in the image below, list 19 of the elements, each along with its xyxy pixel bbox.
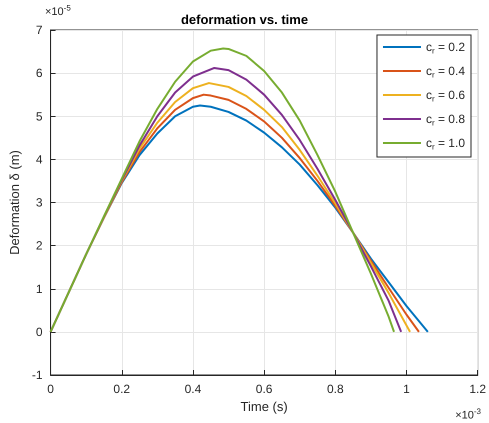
y-tick-label: 7 [36, 23, 43, 37]
x-tick-label: 0 [47, 382, 54, 396]
x-tick-label: 0.8 [326, 382, 344, 396]
y-tick-label: 6 [36, 66, 43, 80]
x-tick-label: 0.6 [256, 382, 273, 396]
x-tick-label: 0.4 [184, 382, 202, 396]
y-axis-title: Deformation δ (m) [7, 150, 22, 255]
y-tick-label: 3 [36, 196, 43, 210]
x-axis-title: Time (s) [240, 398, 288, 414]
x-tick-label: 0.2 [113, 382, 130, 396]
y-tick-label: -1 [32, 368, 43, 382]
y-tick-label: 2 [36, 238, 43, 253]
y-tick-label: 1 [36, 282, 43, 296]
y-tick-label: 5 [36, 109, 43, 124]
y-tick-label: 4 [36, 152, 43, 166]
chart-title: deformation vs. time [180, 12, 308, 27]
x-tick-label: 1.2 [469, 382, 486, 396]
y-tick-label: 0 [36, 324, 43, 339]
x-tick-label: 1 [403, 382, 410, 396]
